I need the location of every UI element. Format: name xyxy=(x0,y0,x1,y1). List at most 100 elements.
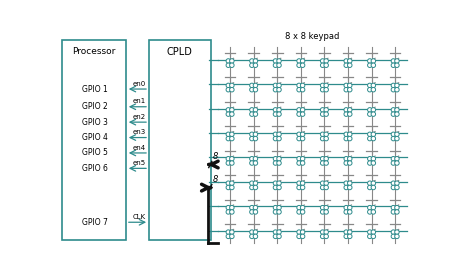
Circle shape xyxy=(276,234,281,239)
Circle shape xyxy=(226,132,230,137)
Circle shape xyxy=(253,181,257,185)
Circle shape xyxy=(343,87,348,92)
Circle shape xyxy=(367,87,371,92)
Circle shape xyxy=(296,63,301,67)
Circle shape xyxy=(394,234,398,239)
Circle shape xyxy=(273,87,277,92)
Circle shape xyxy=(273,157,277,161)
Text: en4: en4 xyxy=(132,145,145,151)
Circle shape xyxy=(273,112,277,116)
Circle shape xyxy=(323,185,328,190)
Circle shape xyxy=(226,206,230,210)
Circle shape xyxy=(347,161,351,165)
Circle shape xyxy=(394,210,398,214)
Circle shape xyxy=(343,161,348,165)
Circle shape xyxy=(229,108,233,112)
Circle shape xyxy=(253,230,257,234)
Circle shape xyxy=(394,157,398,161)
Circle shape xyxy=(229,136,233,141)
Circle shape xyxy=(253,87,257,92)
Circle shape xyxy=(390,108,395,112)
Circle shape xyxy=(276,206,281,210)
Circle shape xyxy=(273,132,277,137)
Circle shape xyxy=(320,132,324,137)
Circle shape xyxy=(276,185,281,190)
Text: en2: en2 xyxy=(132,114,145,120)
Circle shape xyxy=(300,206,304,210)
Circle shape xyxy=(390,230,395,234)
Circle shape xyxy=(320,181,324,185)
Circle shape xyxy=(367,136,371,141)
Circle shape xyxy=(273,185,277,190)
Text: GPIO 5: GPIO 5 xyxy=(82,148,108,157)
Circle shape xyxy=(323,206,328,210)
Text: GPIO 7: GPIO 7 xyxy=(82,218,108,227)
Circle shape xyxy=(347,87,351,92)
Circle shape xyxy=(249,136,253,141)
Circle shape xyxy=(323,136,328,141)
Circle shape xyxy=(226,181,230,185)
Circle shape xyxy=(390,206,395,210)
Circle shape xyxy=(390,63,395,67)
Circle shape xyxy=(347,230,351,234)
Circle shape xyxy=(300,210,304,214)
Circle shape xyxy=(343,108,348,112)
Circle shape xyxy=(323,161,328,165)
Circle shape xyxy=(226,161,230,165)
Circle shape xyxy=(249,181,253,185)
Circle shape xyxy=(343,181,348,185)
Circle shape xyxy=(370,136,375,141)
Circle shape xyxy=(253,161,257,165)
Circle shape xyxy=(347,59,351,63)
Circle shape xyxy=(343,206,348,210)
Circle shape xyxy=(394,206,398,210)
Circle shape xyxy=(347,234,351,239)
Text: en3: en3 xyxy=(132,129,145,135)
Text: GPIO 4: GPIO 4 xyxy=(82,133,108,142)
Circle shape xyxy=(296,234,301,239)
Circle shape xyxy=(249,108,253,112)
Circle shape xyxy=(343,132,348,137)
Circle shape xyxy=(323,63,328,67)
Circle shape xyxy=(226,185,230,190)
Circle shape xyxy=(394,230,398,234)
Circle shape xyxy=(300,136,304,141)
Circle shape xyxy=(370,234,375,239)
Circle shape xyxy=(229,206,233,210)
Circle shape xyxy=(296,59,301,63)
Circle shape xyxy=(296,157,301,161)
Circle shape xyxy=(249,132,253,137)
Circle shape xyxy=(226,136,230,141)
Circle shape xyxy=(229,234,233,239)
Circle shape xyxy=(320,136,324,141)
Circle shape xyxy=(249,112,253,116)
Circle shape xyxy=(253,83,257,88)
Text: GPIO 3: GPIO 3 xyxy=(82,118,108,127)
Circle shape xyxy=(394,185,398,190)
Circle shape xyxy=(367,83,371,88)
Circle shape xyxy=(300,181,304,185)
Circle shape xyxy=(323,181,328,185)
Circle shape xyxy=(367,59,371,63)
Circle shape xyxy=(300,63,304,67)
Circle shape xyxy=(273,206,277,210)
Circle shape xyxy=(370,230,375,234)
Circle shape xyxy=(390,161,395,165)
Circle shape xyxy=(370,87,375,92)
Circle shape xyxy=(273,63,277,67)
Circle shape xyxy=(296,136,301,141)
Circle shape xyxy=(253,234,257,239)
Circle shape xyxy=(370,181,375,185)
Circle shape xyxy=(300,132,304,137)
Circle shape xyxy=(226,230,230,234)
Circle shape xyxy=(347,157,351,161)
Circle shape xyxy=(296,87,301,92)
Circle shape xyxy=(276,181,281,185)
Bar xyxy=(62,40,126,240)
Circle shape xyxy=(253,206,257,210)
Circle shape xyxy=(320,108,324,112)
Circle shape xyxy=(394,59,398,63)
Circle shape xyxy=(249,59,253,63)
Circle shape xyxy=(300,87,304,92)
Circle shape xyxy=(367,132,371,137)
